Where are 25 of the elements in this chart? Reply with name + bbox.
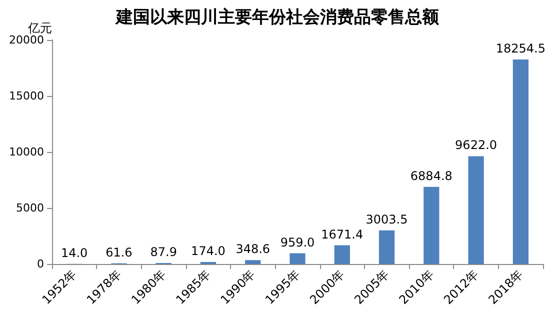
y-tick-label: 15000	[9, 90, 44, 102]
y-tick-label: 20000	[9, 34, 44, 46]
y-axis-title: 亿元	[27, 21, 52, 35]
bar	[334, 245, 350, 264]
y-tick-label: 5000	[16, 202, 44, 214]
data-label: 14.0	[60, 246, 88, 260]
data-label: 61.6	[106, 245, 132, 260]
bar	[424, 186, 440, 264]
bar	[378, 230, 395, 264]
data-label: 348.6	[236, 242, 270, 256]
bar	[468, 156, 484, 264]
bar	[245, 260, 261, 264]
data-label: 1671.4	[321, 227, 364, 242]
y-tick-label: 10000	[9, 146, 44, 158]
data-label: 959.0	[280, 235, 315, 250]
data-label: 174.0	[191, 244, 226, 258]
data-label: 3003.5	[366, 212, 408, 226]
y-tick-label: 0	[37, 258, 44, 270]
data-label: 87.9	[150, 245, 177, 260]
chart-title: 建国以来四川主要年份社会消费品零售总额	[114, 8, 440, 28]
bar	[512, 60, 528, 264]
data-label: 6884.8	[410, 168, 452, 183]
data-label: 18254.5	[496, 42, 546, 56]
data-label: 9622.0	[455, 138, 498, 152]
bar	[290, 253, 306, 264]
